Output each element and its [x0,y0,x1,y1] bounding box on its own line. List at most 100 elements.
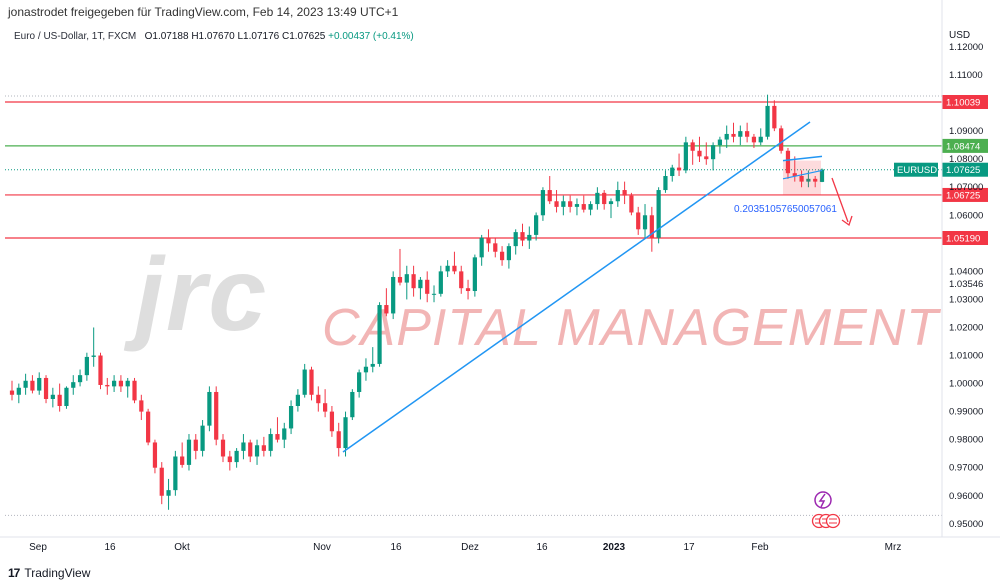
x-tick-label: Nov [313,542,331,553]
level-value: 1.05190 [946,234,980,245]
candle-body [77,375,83,383]
candle-body [71,382,76,388]
candle-body [506,246,512,261]
candle-body [302,369,307,395]
candle-body [806,178,811,182]
candle-body [186,439,192,465]
candle-body [9,390,15,395]
candle-body [717,139,723,146]
price-tag [942,162,988,177]
candle-body [214,391,219,440]
candle-body [30,380,35,391]
candle-body [159,467,164,496]
candle-body [411,274,416,289]
candle-body [819,169,825,182]
candle-body [527,234,532,241]
chart-header: jonastrodet freigegeben für TradingView.… [8,5,399,19]
y-tick-label: 1.07000 [949,182,983,193]
candle-body [479,237,484,258]
candle-body [37,377,42,391]
candle-body [84,356,89,376]
candle-body [139,400,144,412]
candle-body [207,391,212,426]
candle-body [180,456,185,465]
y-tick-label: 0.98000 [949,435,983,446]
tradingview-logo-icon: 17 [8,566,20,580]
flag-upper-line [782,155,823,162]
candle-body [322,403,328,412]
candle-body [704,156,709,160]
y-tick-label: 1.08000 [949,154,983,165]
candle-body [404,274,409,283]
candle-body [731,133,736,137]
candle-body [309,369,314,395]
x-tick-label: 16 [104,542,116,553]
candle-body [173,456,178,491]
candle-body [445,265,450,272]
flag-lower-line [782,169,823,180]
ohlc-high: H1.07670 [191,31,235,42]
candle-body [785,150,791,174]
y-tick-label: 1.12000 [949,42,983,53]
candle-body [683,142,688,171]
level-value: 1.10039 [946,98,980,109]
ohlc-low: L1.07176 [237,31,280,42]
tradingview-footer[interactable]: 17 TradingView [8,566,90,580]
drawings: 0.20351057650057061 [342,121,853,529]
candle-body [111,380,117,387]
axes: USD1.120001.110001.090001.080001.070001.… [0,0,1000,553]
candle-body [418,279,423,289]
candle-body [690,142,695,151]
candle-body [472,257,477,292]
x-tick-label: 16 [390,542,402,553]
candle-body [343,417,348,449]
y-tick-label: 1.01000 [949,351,983,362]
candle-body [642,215,648,230]
symbol-legend: Euro / US-Dollar, 1T, FXCM O1.07188 H1.0… [14,31,414,42]
level-tag [942,138,988,153]
candle-body [779,128,784,151]
x-tick-label: Okt [174,542,190,553]
candle-body [547,190,552,202]
projection-arrow-line [831,177,849,223]
candle-body [234,450,239,463]
y-tick-label: 1.06000 [949,210,983,221]
candle-body [676,167,682,171]
y-tick-label: 0.97000 [949,463,983,474]
trendline [342,121,811,453]
candle-body [91,355,96,357]
candle-body [710,145,716,160]
y-tick-label: 1.04000 [949,266,983,277]
candle-body [738,131,743,137]
candle-body [241,442,246,451]
candle-body [166,490,171,496]
x-tick-label: 17 [683,542,695,553]
candle-body [132,380,137,401]
candle-body [765,105,770,137]
candle-body [329,411,335,432]
ohlc-change: +0.00437 (+0.41%) [328,31,414,42]
price-tag-value: 1.07625 [946,165,980,176]
candle-body [16,387,21,395]
level-value: 1.08474 [946,141,980,152]
y-tick-label: 1.00000 [949,379,983,390]
candle-body [288,406,294,429]
candle-body [465,288,471,292]
candle-body [105,384,110,387]
candle-body [275,434,280,440]
candle-body [261,445,266,451]
candle-body [295,394,300,407]
candle-body [98,355,103,385]
candle-body [574,204,580,207]
candle-body [377,305,382,364]
candle-body [363,366,369,373]
y-tick-label: 0.99000 [949,407,983,418]
candle-body [268,434,273,451]
candle-body [751,136,757,143]
ohlc-close: C1.07625 [281,31,326,42]
candle-body [595,192,600,205]
candle-body [568,201,573,207]
candle-body [745,131,750,137]
level-tag [942,187,988,202]
